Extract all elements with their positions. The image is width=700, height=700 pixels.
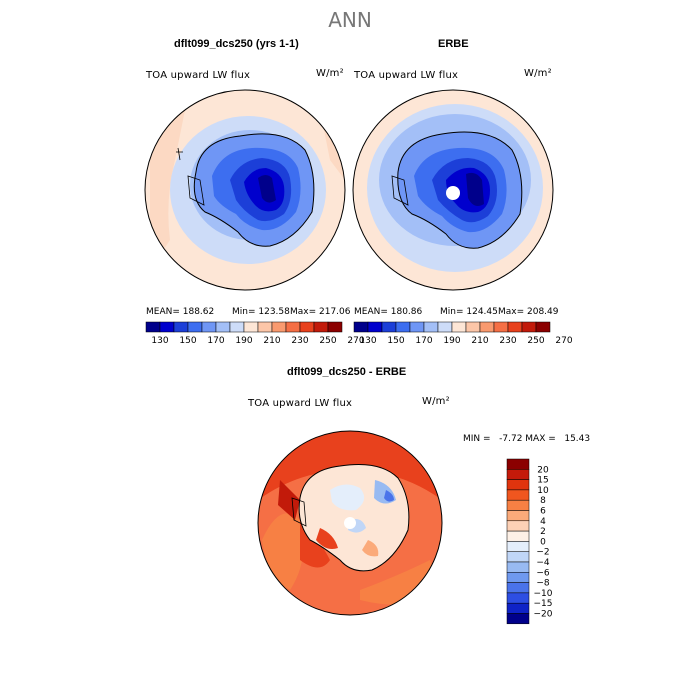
colorbar-diff-swatch — [506, 520, 530, 532]
colorbar-top-swatch — [381, 321, 397, 333]
colorbar-top-swatch — [465, 321, 481, 333]
colorbar-top-swatch — [313, 321, 329, 333]
colorbar-diff-tick-label: 15 — [537, 476, 548, 486]
colorbar-diff-tick-label: 20 — [537, 465, 549, 475]
panel3-units-label: W/m² — [422, 396, 450, 407]
colorbar-top-swatch — [299, 321, 315, 333]
colorbar-top-swatch — [493, 321, 509, 333]
colorbar-top-tick-label: 250 — [527, 336, 544, 346]
colorbar-top-swatch — [257, 321, 273, 333]
colorbar-diff-swatch — [506, 613, 530, 625]
colorbar-diff-swatch — [506, 458, 530, 470]
colorbar-diff-swatch — [506, 582, 530, 594]
panel2-field-label: TOA upward LW flux — [354, 70, 459, 81]
colorbar-top-swatch — [437, 321, 453, 333]
colorbar-top-swatch — [271, 321, 287, 333]
colorbar-top-swatch — [409, 321, 425, 333]
panel1-mean: MEAN= 188.62 — [146, 307, 215, 317]
panel2-units-label: W/m² — [524, 68, 552, 79]
colorbar-diff-swatch — [506, 499, 530, 511]
panel1-units-label: W/m² — [316, 68, 344, 79]
colorbar-top-swatch — [479, 321, 495, 333]
colorbar-diff-tick-label: 2 — [540, 527, 546, 537]
panel2-min: Min= 124.45 — [440, 307, 498, 317]
panel1-map — [144, 89, 346, 291]
colorbar-diff-swatch — [506, 541, 530, 552]
colorbar-top-swatch — [327, 321, 343, 333]
colorbar-top-tick-label: 150 — [387, 336, 404, 346]
colorbar-top-swatch — [229, 321, 245, 333]
colorbar-diff-swatch — [506, 551, 530, 563]
panel3-minmax: MIN = -7.72 MAX = 15.43 — [463, 434, 591, 444]
colorbar-diff-tick-label: −4 — [536, 558, 550, 568]
colorbar-diff-swatch — [506, 572, 530, 583]
colorbar-top-swatch — [201, 321, 217, 333]
panel3-field-label: TOA upward LW flux — [248, 398, 353, 409]
colorbar-top-swatch — [215, 321, 231, 333]
colorbar-diff-tick-label: 0 — [540, 537, 546, 547]
colorbar-diff-tick-label: 10 — [537, 486, 549, 496]
colorbar-diff-swatch — [506, 561, 530, 573]
colorbar-top-tick-label: 270 — [555, 336, 572, 346]
colorbar-top-tick-label: 150 — [179, 336, 196, 346]
colorbar-top-tick-label: 230 — [499, 336, 516, 346]
colorbar-diff-swatch — [506, 510, 530, 522]
colorbar-top-swatch — [187, 321, 203, 333]
panel2-map — [352, 89, 554, 291]
colorbar-top-swatch — [451, 321, 467, 333]
panel1-min: Min= 123.58 — [232, 307, 290, 317]
colorbar-top-swatch — [507, 321, 523, 333]
colorbar-diff-tick-label: 6 — [540, 507, 546, 517]
colorbar-top-swatch — [285, 321, 301, 333]
colorbar-diff-swatch — [506, 592, 530, 604]
panel1-title: dflt099_dcs250 (yrs 1-1) — [174, 38, 299, 50]
panel2-title: ERBE — [438, 38, 469, 50]
colorbar-top-swatch — [353, 321, 369, 333]
panel2-mean: MEAN= 180.86 — [354, 307, 423, 317]
colorbar-diff-swatch — [506, 530, 530, 542]
colorbar-top-tick-label: 190 — [443, 336, 460, 346]
colorbar-top-tick-label: 230 — [291, 336, 308, 346]
colorbar-diff-tick-label: −15 — [534, 599, 553, 609]
colorbar-diff-swatch — [506, 479, 530, 491]
panel1-max: Max= 217.06 — [290, 307, 351, 317]
colorbar-top-swatch — [535, 321, 551, 333]
panel2-max: Max= 208.49 — [498, 307, 559, 317]
colorbar-top-tick-label: 130 — [151, 336, 168, 346]
colorbar-diff-swatch — [506, 469, 530, 480]
colorbar-top-tick-label: 270 — [347, 336, 364, 346]
colorbar-top-tick-label: 170 — [415, 336, 432, 346]
colorbar-top-tick-label: 190 — [235, 336, 252, 346]
colorbar-diff-tick-label: −6 — [536, 568, 550, 578]
colorbar-top-swatch — [521, 321, 537, 333]
colorbar-top-swatch — [423, 321, 439, 333]
colorbar-top-swatch — [159, 321, 175, 333]
colorbar-top-tick-label: 130 — [359, 336, 376, 346]
panel1-field-label: TOA upward LW flux — [146, 70, 251, 81]
colorbar-diff-tick-label: 4 — [540, 517, 546, 527]
colorbar-diff-tick-label: −2 — [536, 548, 549, 558]
colorbar-diff-tick-label: −10 — [534, 589, 553, 599]
colorbar-top-swatch — [243, 321, 259, 333]
colorbar-top-tick-label: 170 — [207, 336, 224, 346]
panel3-map — [257, 430, 443, 616]
colorbar-top-swatch — [173, 321, 189, 333]
colorbar-diff-swatch — [506, 489, 530, 501]
colorbar-diff-tick-label: −20 — [534, 610, 553, 620]
colorbar-top-tick-label: 250 — [319, 336, 336, 346]
colorbar-top-swatch — [367, 321, 383, 333]
colorbar-top-swatch — [145, 321, 161, 333]
colorbar-top-swatch — [395, 321, 411, 333]
page-title: ANN — [328, 8, 372, 32]
colorbar-diff-tick-label: −8 — [536, 579, 550, 589]
colorbar-diff-tick-label: 8 — [540, 496, 546, 506]
colorbar-top-tick-label: 210 — [471, 336, 488, 346]
colorbar-top-tick-label: 210 — [263, 336, 280, 346]
panel3-title: dflt099_dcs250 - ERBE — [287, 366, 407, 378]
colorbar-diff-swatch — [506, 602, 530, 614]
